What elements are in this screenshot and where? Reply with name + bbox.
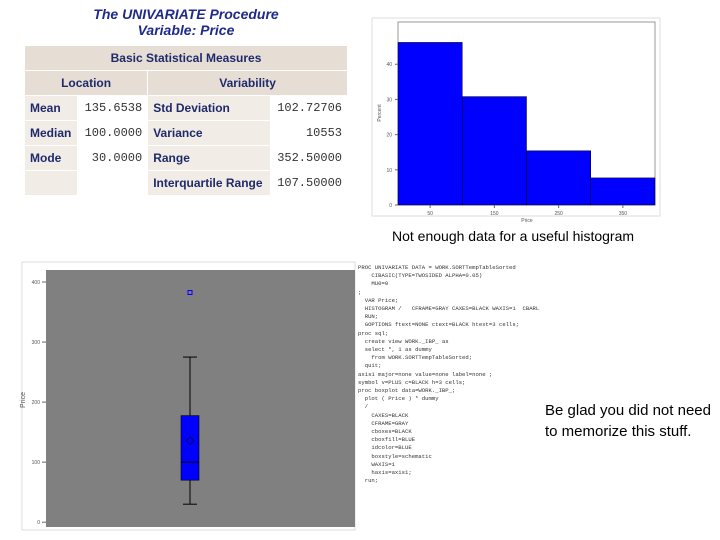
code-line: axis1 major=none value=none label=none ; <box>358 370 493 378</box>
row: Mode 30.0000 Range 352.50000 <box>23 145 349 171</box>
x-tick-label: 50 <box>427 211 433 217</box>
y-tick-label: 30 <box>386 97 392 103</box>
bar <box>590 177 656 206</box>
code-line: ; <box>358 288 362 296</box>
code-line: boxstyle=schematic <box>358 452 432 460</box>
code-line: MU0=0 <box>358 280 389 288</box>
code-line: idcolor=BLUE <box>358 444 412 452</box>
label-cell: Interquartile Range <box>147 170 271 196</box>
caption: Not enough data for a useful histogram <box>392 228 635 244</box>
label-cell: Mode <box>23 145 79 171</box>
code-line: from WORK.SORTTempTableSorted; <box>358 354 473 362</box>
code-line: haxis=axis1; <box>358 469 412 477</box>
code-line: PROC UNIVARIATE DATA = WORK.SORTTempTabl… <box>358 264 516 271</box>
bar <box>462 96 527 206</box>
y-tick-label: 200 <box>32 400 41 406</box>
code-line: proc boxplot data=WORK._IBP_; <box>358 387 456 395</box>
code-line: CAXES=BLACK <box>358 411 409 419</box>
x-tick-label: 250 <box>554 211 563 217</box>
header: The UNIVARIATE Procedure Variable: Price <box>24 6 348 38</box>
code-line: GOPTIONS ftext=NONE ctext=BLACK htext=3 … <box>358 321 520 329</box>
x-axis-label: Price <box>521 218 533 224</box>
bar <box>526 150 591 206</box>
column-header: Location <box>23 70 149 96</box>
code-line: cboxes=BLACK <box>358 428 412 436</box>
label-cell <box>23 170 79 196</box>
code-line: CIBASIC(TYPE=TWOSIDED ALPHA=0.05) <box>358 272 483 280</box>
code-line: proc sql; <box>358 329 389 337</box>
row: Location Variability <box>23 70 348 96</box>
value-cell <box>77 170 149 196</box>
caption: Be glad you did not need to memorize thi… <box>545 400 715 442</box>
label-cell: Mean <box>23 95 79 121</box>
mean <box>185 436 195 446</box>
code-line: select *, 1 as dummy <box>358 346 432 354</box>
bar <box>397 42 463 206</box>
code-line: plot ( Price ) * dummy <box>358 395 439 403</box>
label-cell: Variance <box>147 120 271 146</box>
value-cell: 135.6538 <box>77 95 149 121</box>
code: PROC UNIVARIATE DATA = WORK.SORTTempTabl… <box>358 264 540 526</box>
x-tick-label: 350 <box>619 211 628 217</box>
code-line: create view WORK._IBP_ as <box>358 337 449 345</box>
x-tick-label: 150 <box>490 211 499 217</box>
plot-area <box>46 270 355 527</box>
row: Median 100.0000 Variance 10553 <box>23 120 349 146</box>
code-line: symbol v=PLUS c=BLACK h=3 cells; <box>358 378 466 386</box>
row: Interquartile Range 107.50000 <box>23 170 349 196</box>
y-tick-label: 20 <box>386 133 392 139</box>
value-cell: 30.0000 <box>77 145 149 171</box>
code-line: HISTOGRAM / CFRAME=GRAY CAXES=BLACK WAXI… <box>364 305 540 313</box>
code-line: cboxfill=BLUE <box>358 436 416 444</box>
label-cell: Median <box>23 120 79 146</box>
value-cell: 352.50000 <box>269 145 349 171</box>
outlier <box>187 290 193 296</box>
y-tick-label: 400 <box>32 280 41 286</box>
column-header: Variability <box>147 70 348 96</box>
code-line: run; <box>358 477 379 485</box>
y-tick-label: 10 <box>386 168 392 174</box>
label-cell: Std Deviation <box>147 95 271 121</box>
value-cell: 100.0000 <box>77 120 149 146</box>
label-cell: Range <box>147 145 271 171</box>
value-cell: 107.50000 <box>269 170 349 196</box>
y-tick-label: 100 <box>32 460 41 466</box>
box <box>180 415 200 481</box>
y-tick-label: 300 <box>32 340 41 346</box>
code-line: / <box>358 403 369 411</box>
stats-table: Basic Statistical Measures Location Variab… <box>23 45 349 196</box>
code-line: quit; <box>358 362 382 370</box>
subtitle: Variable: Price <box>137 22 235 38</box>
title: The UNIVARIATE Procedure <box>93 6 279 22</box>
y-axis-label: Price <box>20 392 27 408</box>
row: Mean 135.6538 Std Deviation 102.72706 <box>23 95 349 121</box>
y-axis-label: Percent <box>377 104 383 122</box>
code-line: RUN; <box>358 313 379 321</box>
code-line: WAXIS=1 <box>358 460 395 468</box>
y-tick-label: 40 <box>386 62 392 68</box>
y-tick-label: 0 <box>37 520 40 526</box>
y-tick-label: 0 <box>389 203 392 209</box>
value-cell: 10553 <box>269 120 349 146</box>
code-line: VAR Price; <box>358 296 399 304</box>
code-line: CFRAME=GRAY <box>358 419 409 427</box>
